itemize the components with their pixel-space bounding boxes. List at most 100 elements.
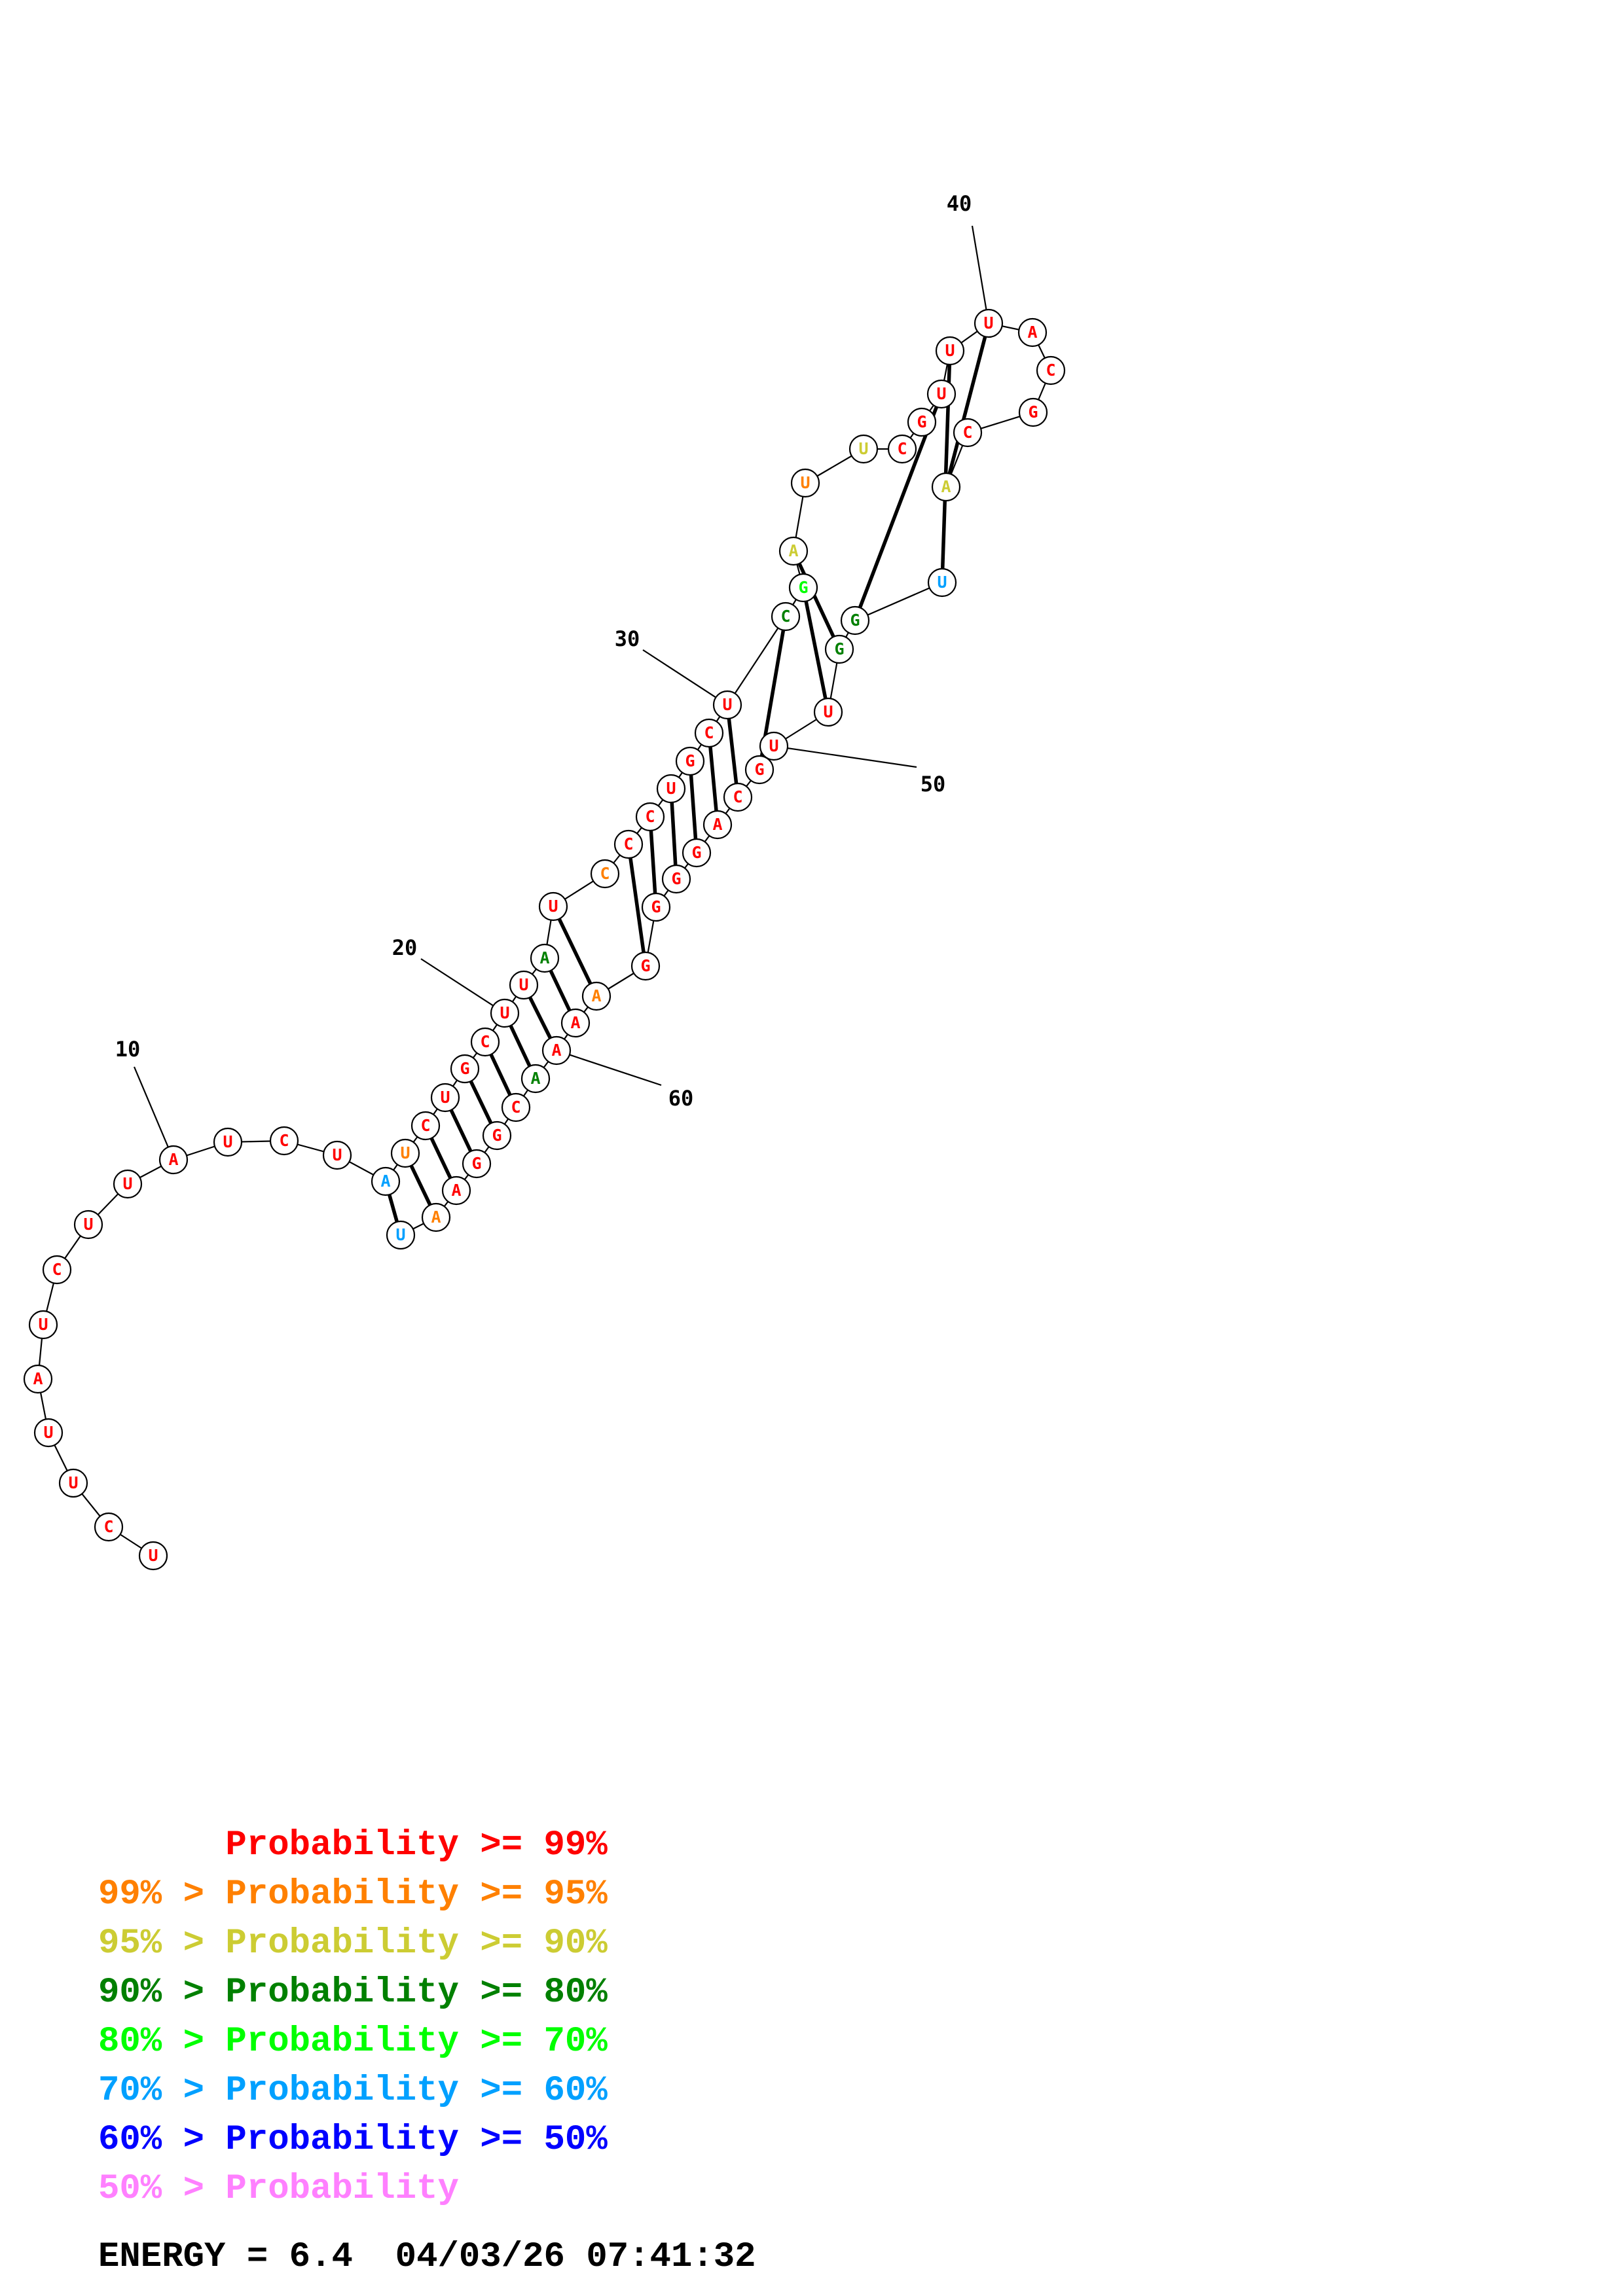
base-pair-bond (801, 587, 830, 713)
nucleotide: C (771, 601, 801, 632)
nucleotide-letter: C (623, 834, 633, 853)
nucleotide: G (641, 892, 671, 922)
nucleotide: G (450, 1054, 480, 1084)
nucleotide-letter: G (671, 869, 681, 888)
base-pair-bond (669, 788, 678, 880)
nucleotide: U (813, 697, 843, 727)
nucleotide: U (712, 690, 742, 720)
nucleotide-letter: C (962, 423, 972, 442)
nucleotide: U (390, 1138, 420, 1168)
nucleotide-letter: G (651, 897, 661, 916)
nucleotide-circle (509, 970, 539, 1000)
nucleotide-circle (935, 336, 965, 366)
nucleotide-letter: U (500, 1003, 509, 1022)
nucleotide-letter: A (539, 948, 549, 967)
nucleotide-letter: A (33, 1369, 43, 1388)
nucleotide-letter: U (38, 1315, 48, 1334)
nucleotide-circle (322, 1140, 352, 1170)
position-label-50: 50 (921, 772, 946, 797)
nucleotide-circle (840, 605, 870, 636)
nucleotide: G (630, 951, 661, 981)
nucleotide: G (744, 755, 775, 785)
nucleotide: G (462, 1149, 492, 1179)
nucleotide-circle (213, 1127, 243, 1157)
nucleotide-letter: G (640, 956, 650, 975)
nucleotide-circle (931, 472, 961, 502)
nucleotide: C (694, 718, 724, 748)
base-pair-bond (707, 732, 720, 825)
nucleotide: C (94, 1512, 124, 1542)
nucleotide-letter: U (945, 341, 955, 360)
nucleotide-circle (541, 1035, 572, 1066)
nucleotide-circle (371, 1166, 401, 1196)
nucleotide: C (269, 1126, 299, 1156)
probability-legend: Probability >= 99% 99% > Probability >= 9… (98, 1825, 608, 2209)
nucleotide-letter: G (754, 760, 764, 779)
nucleotide-letter: U (823, 702, 833, 721)
nucleotide-letter: C (420, 1116, 430, 1135)
legend-entry: 50% > Probability (98, 2169, 459, 2209)
nucleotide: G (907, 407, 937, 437)
nucleotide-letter: C (279, 1131, 289, 1150)
nucleotide-letter: G (798, 578, 808, 597)
nucleotide-circle (887, 434, 917, 464)
nucleotide-circle (73, 1210, 103, 1240)
position-tick (787, 747, 917, 768)
nucleotide: A (702, 810, 733, 840)
nucleotide: U (213, 1127, 243, 1157)
nucleotide: U (113, 1169, 143, 1199)
nucleotide-circle (138, 1541, 168, 1571)
nucleotide: U (490, 998, 520, 1028)
nucleotide-letter: U (666, 779, 676, 798)
nucleotide-circle (790, 468, 820, 498)
nucleotide: G (788, 573, 818, 603)
nucleotide: A (541, 1035, 572, 1066)
nucleotide-circle (386, 1220, 416, 1250)
nucleotide-circle (269, 1126, 299, 1156)
nucleotide-circle (630, 951, 661, 981)
nucleotide-circle (590, 859, 620, 889)
nucleotide-circle (530, 943, 560, 973)
nucleotide-letter: G (850, 611, 860, 630)
nucleotide-letter: U (800, 473, 810, 492)
base-pair-bond (551, 905, 598, 997)
nucleotide-letter: G (691, 843, 701, 862)
nucleotide: U (656, 774, 686, 804)
nucleotide-circle (390, 1138, 420, 1168)
nucleotide-letter: A (530, 1069, 540, 1088)
nucleotide: A (560, 1008, 591, 1038)
position-tick (133, 1066, 169, 1148)
base-pair-bond (688, 761, 699, 853)
nucleotide-circle (813, 697, 843, 727)
nucleotide-letter: G (834, 639, 844, 658)
nucleotide-letter: A (570, 1013, 580, 1032)
nucleotide: C (887, 434, 917, 464)
nucleotide-circle (482, 1121, 512, 1151)
position-tick (420, 958, 494, 1007)
nucleotide-letter: U (223, 1132, 232, 1151)
position-label-40: 40 (947, 191, 972, 216)
nucleotide-circle (1018, 397, 1048, 427)
nucleotide-circle (656, 774, 686, 804)
nucleotide-letter: G (460, 1059, 469, 1078)
nucleotide-letter: G (492, 1126, 501, 1145)
nucleotide-circle (28, 1310, 58, 1340)
nucleotide: C (470, 1027, 500, 1057)
nucleotide-circle (94, 1512, 124, 1542)
nucleotide: A (421, 1202, 451, 1232)
nucleotide: U (509, 970, 539, 1000)
nucleotide-letter: A (451, 1181, 461, 1200)
nucleotide-circle (1036, 355, 1066, 386)
nucleotide-letter: C (511, 1098, 520, 1117)
nucleotide: U (58, 1468, 88, 1498)
nucleotide-circle (824, 634, 854, 664)
nucleotide-circle (113, 1169, 143, 1199)
position-tick (971, 225, 987, 310)
nucleotide: C (1036, 355, 1066, 386)
legend-entry: 90% > Probability >= 80% (98, 1973, 608, 2013)
nucleotide-letter: A (551, 1041, 561, 1060)
nucleotide-letter: C (1046, 361, 1055, 380)
nucleotide-circle (58, 1468, 88, 1498)
nucleotide-circle (953, 418, 983, 448)
nucleotide-circle (42, 1255, 72, 1285)
